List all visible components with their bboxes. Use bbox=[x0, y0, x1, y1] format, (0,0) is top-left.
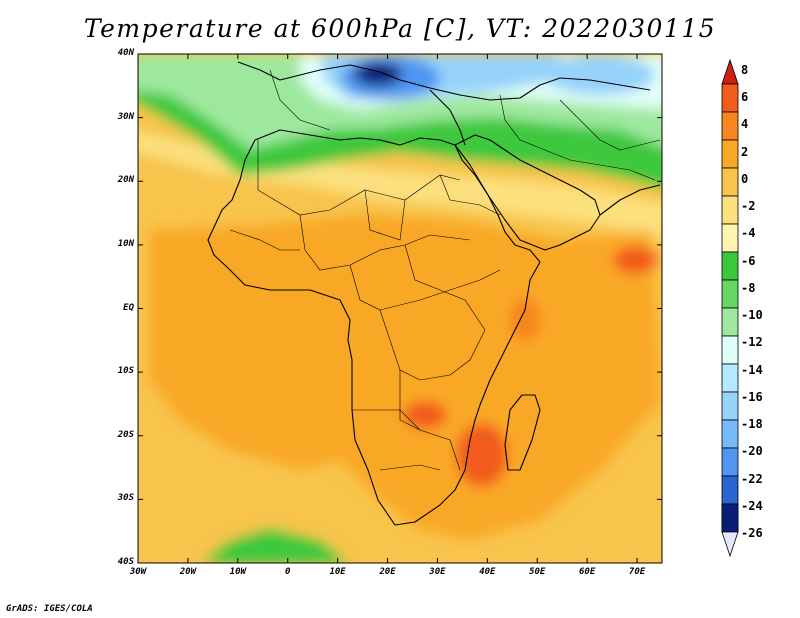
lat-label-30n: 30N bbox=[117, 111, 134, 122]
colorbar-swatch bbox=[721, 223, 739, 253]
colorbar-swatch bbox=[721, 279, 739, 309]
lat-label-40s: 40S bbox=[117, 557, 134, 567]
colorbar-swatch bbox=[721, 475, 739, 505]
colorbar-swatch bbox=[721, 363, 739, 393]
colorbar-label: -14 bbox=[741, 362, 763, 377]
cold-blue-east bbox=[545, 55, 655, 95]
lat-label-20n: 20N bbox=[117, 175, 134, 186]
lon-label-30e: 30E bbox=[429, 567, 446, 577]
warm-core-mozambique bbox=[456, 423, 508, 487]
lat-label-40n: 40N bbox=[117, 48, 134, 58]
colorbar bbox=[721, 58, 739, 558]
colorbar-label: -8 bbox=[741, 280, 756, 295]
lon-label-40e: 40E bbox=[479, 567, 496, 577]
cool-green-southern-ocean bbox=[200, 528, 350, 563]
colorbar-label: 2 bbox=[741, 144, 749, 159]
mild-region-atlantic bbox=[138, 440, 360, 563]
lat-label-eq: EQ bbox=[123, 302, 134, 313]
colorbar-label: -4 bbox=[741, 226, 756, 241]
colorbar-label: -2 bbox=[741, 199, 756, 214]
colorbar-label: 4 bbox=[741, 117, 749, 132]
coastlines bbox=[207, 61, 661, 526]
colorbar-swatch bbox=[721, 447, 739, 477]
colorbar-swatch bbox=[721, 83, 739, 113]
warm-core-zambia bbox=[403, 401, 447, 429]
lat-label-10n: 10N bbox=[117, 238, 134, 249]
colorbar-swatch bbox=[721, 111, 739, 141]
colorbar-swatch bbox=[721, 307, 739, 337]
lon-label-20w: 20W bbox=[179, 567, 197, 577]
colorbar-label: -10 bbox=[741, 308, 763, 323]
lon-label-0: 0 bbox=[284, 567, 291, 577]
lon-label-50e: 50E bbox=[529, 567, 546, 577]
colorbar-bottom-arrow bbox=[721, 531, 739, 558]
map-title: Temperature at 600hPa [C], VT: 202203011… bbox=[83, 14, 717, 43]
colorbar-swatch bbox=[721, 419, 739, 449]
colorbar-label: -6 bbox=[741, 253, 756, 268]
colorbar-swatch bbox=[721, 503, 739, 533]
colorbar-label: -24 bbox=[741, 498, 763, 513]
colorbar-label: -26 bbox=[741, 526, 763, 540]
lon-label-10e: 10E bbox=[329, 567, 346, 577]
axis-ticks bbox=[137, 53, 662, 564]
colorbar-swatch bbox=[721, 251, 739, 281]
country-borders bbox=[229, 69, 661, 471]
colorbar-label: -22 bbox=[741, 471, 763, 486]
colorbar-swatch bbox=[721, 335, 739, 365]
warm-core-kenya bbox=[509, 298, 541, 342]
lon-label-20e: 20E bbox=[379, 567, 396, 577]
lon-label-30w: 30W bbox=[129, 567, 147, 577]
lon-label-70e: 70E bbox=[628, 567, 646, 577]
colorbar-label: -20 bbox=[741, 444, 763, 459]
lat-label-20s: 20S bbox=[117, 429, 134, 440]
lat-label-10s: 10S bbox=[117, 366, 134, 377]
colorbar-label: 6 bbox=[741, 90, 749, 105]
lon-label-10w: 10W bbox=[229, 567, 246, 577]
colorbar-swatch bbox=[721, 139, 739, 169]
lon-label-60e: 60E bbox=[579, 567, 596, 577]
colorbar-swatch bbox=[721, 391, 739, 421]
colorbar-top-arrow bbox=[721, 58, 739, 85]
colorbar-label: 8 bbox=[741, 63, 749, 77]
colorbar-swatch bbox=[721, 167, 739, 197]
warm-region-africa bbox=[150, 215, 662, 540]
cold-core-navy bbox=[354, 62, 402, 86]
lat-label-30s: 30S bbox=[117, 493, 134, 504]
colorbar-swatch bbox=[721, 195, 739, 225]
colorbar-label: -16 bbox=[741, 389, 763, 404]
colorbar-label: -12 bbox=[741, 335, 763, 350]
colorbar-label: 0 bbox=[741, 171, 749, 186]
credit-text: GrADS: IGES/COLA bbox=[6, 604, 93, 614]
warm-core-indian-ocean bbox=[613, 246, 657, 274]
colorbar-label: -18 bbox=[741, 417, 763, 432]
